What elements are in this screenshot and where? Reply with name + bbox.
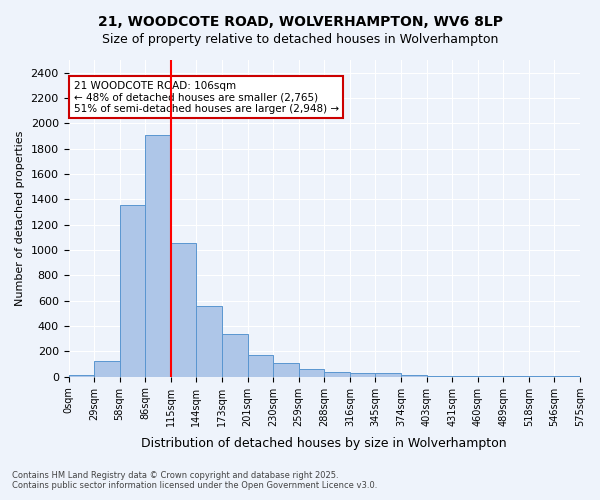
Bar xyxy=(324,372,350,376)
Text: Contains HM Land Registry data © Crown copyright and database right 2025.
Contai: Contains HM Land Registry data © Crown c… xyxy=(12,470,377,490)
Text: Size of property relative to detached houses in Wolverhampton: Size of property relative to detached ho… xyxy=(102,32,498,46)
Bar xyxy=(119,205,145,376)
Y-axis label: Number of detached properties: Number of detached properties xyxy=(15,130,25,306)
X-axis label: Distribution of detached houses by size in Wolverhampton: Distribution of detached houses by size … xyxy=(142,437,507,450)
Bar xyxy=(248,355,273,376)
Bar xyxy=(299,369,324,376)
Text: 21 WOODCOTE ROAD: 106sqm
← 48% of detached houses are smaller (2,765)
51% of sem: 21 WOODCOTE ROAD: 106sqm ← 48% of detach… xyxy=(74,80,339,114)
Bar xyxy=(273,362,299,376)
Bar xyxy=(171,243,196,376)
Bar xyxy=(401,375,427,376)
Text: 21, WOODCOTE ROAD, WOLVERHAMPTON, WV6 8LP: 21, WOODCOTE ROAD, WOLVERHAMPTON, WV6 8L… xyxy=(97,15,503,29)
Bar xyxy=(145,134,171,376)
Bar xyxy=(196,306,222,376)
Bar xyxy=(94,361,119,376)
Bar xyxy=(350,373,376,376)
Bar xyxy=(222,334,248,376)
Bar xyxy=(376,374,401,376)
